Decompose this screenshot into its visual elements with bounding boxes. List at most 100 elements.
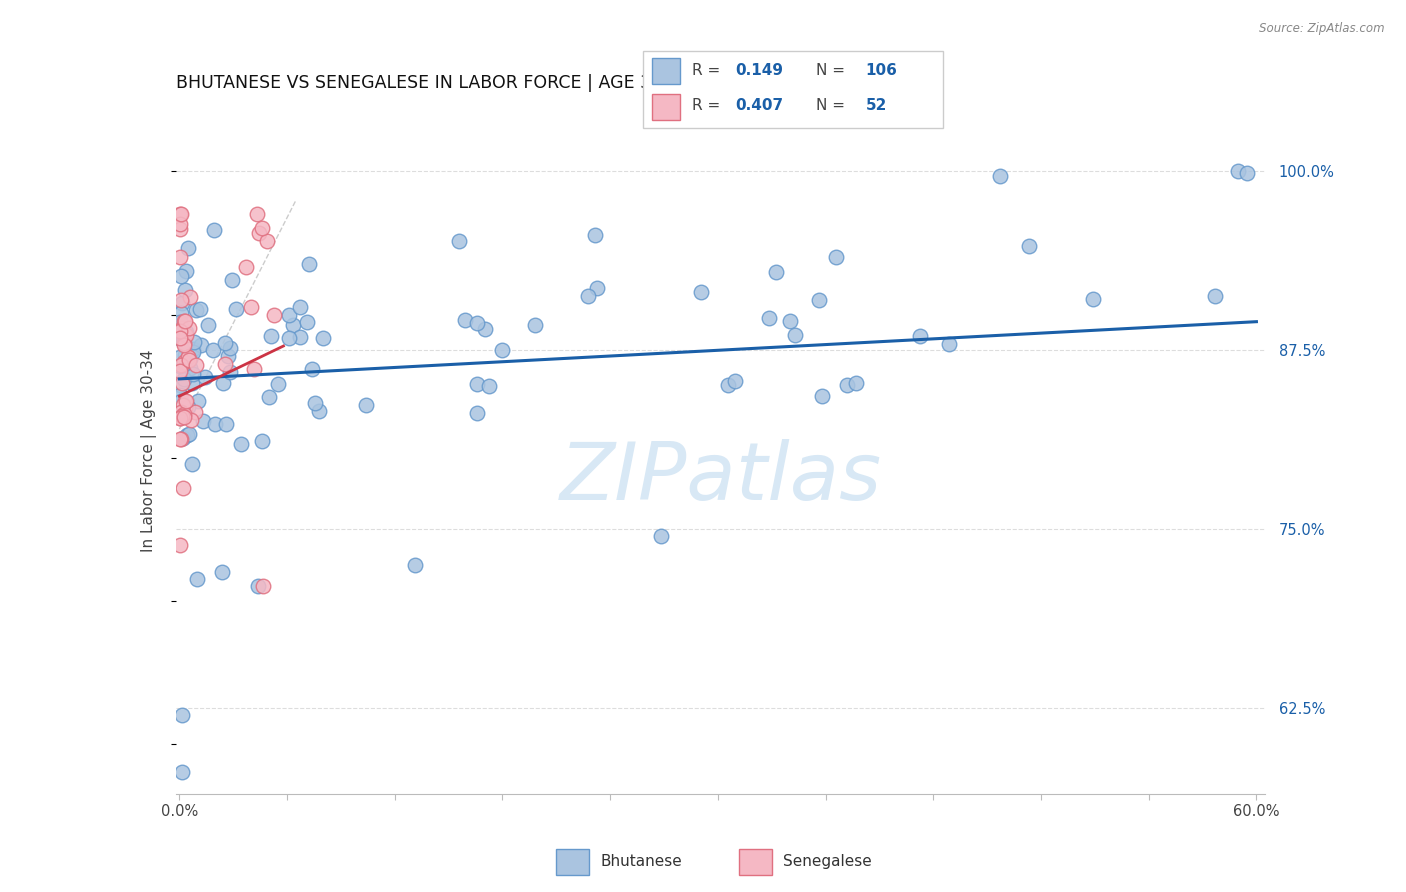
- Point: [169, 359, 191, 374]
- Point: [179, 352, 201, 367]
- Point: [225, 302, 247, 317]
- Point: [298, 256, 321, 270]
- Point: [173, 357, 195, 371]
- Point: [1236, 166, 1258, 180]
- Point: [169, 324, 191, 338]
- Point: [278, 331, 301, 345]
- Point: [181, 344, 204, 359]
- Text: R =: R =: [692, 98, 725, 113]
- Point: [170, 293, 193, 308]
- Point: [576, 289, 599, 303]
- Point: [250, 221, 273, 235]
- Point: [1227, 164, 1250, 178]
- Point: [181, 376, 204, 391]
- Point: [173, 348, 195, 362]
- Point: [214, 357, 236, 371]
- Point: [278, 308, 301, 322]
- Point: [295, 315, 318, 329]
- Point: [169, 331, 191, 345]
- Point: [758, 310, 780, 325]
- Point: [170, 765, 193, 780]
- Point: [174, 325, 197, 339]
- Point: [181, 457, 204, 471]
- Point: [586, 281, 609, 295]
- Point: [211, 376, 233, 391]
- Point: [172, 331, 194, 345]
- Text: 0.149: 0.149: [735, 62, 783, 78]
- Point: [173, 338, 195, 352]
- Text: 106: 106: [866, 62, 897, 78]
- Point: [170, 321, 193, 335]
- Point: [173, 409, 195, 424]
- Point: [177, 241, 200, 255]
- Point: [190, 338, 212, 352]
- Bar: [652, 58, 681, 84]
- Point: [404, 558, 426, 572]
- Point: [172, 334, 194, 348]
- Point: [214, 336, 236, 351]
- Point: [908, 329, 931, 343]
- Point: [187, 393, 209, 408]
- Point: [169, 250, 191, 264]
- Point: [174, 264, 197, 278]
- Point: [256, 815, 278, 830]
- Point: [174, 401, 197, 415]
- Point: [191, 414, 214, 428]
- Point: [172, 397, 194, 411]
- Point: [301, 362, 323, 376]
- Point: [173, 407, 195, 421]
- Point: [259, 329, 281, 343]
- Point: [247, 579, 270, 593]
- Point: [179, 290, 201, 304]
- Point: [174, 394, 197, 409]
- Point: [266, 377, 288, 392]
- Point: [779, 313, 801, 327]
- Text: N =: N =: [815, 98, 849, 113]
- Point: [311, 331, 333, 345]
- Point: [169, 432, 191, 446]
- Point: [465, 377, 488, 392]
- Point: [449, 234, 471, 248]
- Point: [229, 437, 252, 451]
- Point: [202, 343, 225, 358]
- Point: [1083, 293, 1105, 307]
- Point: [810, 389, 832, 403]
- Point: [290, 300, 312, 314]
- Point: [281, 318, 304, 332]
- Bar: [652, 94, 681, 120]
- Point: [176, 428, 198, 442]
- Point: [1204, 289, 1226, 303]
- Text: N =: N =: [815, 62, 849, 78]
- Point: [172, 409, 194, 423]
- Point: [173, 404, 195, 418]
- Point: [783, 328, 806, 343]
- Point: [197, 318, 219, 333]
- Point: [304, 396, 326, 410]
- Point: [454, 312, 477, 326]
- Point: [202, 223, 225, 237]
- Point: [465, 316, 488, 330]
- Point: [170, 432, 193, 446]
- Point: [724, 374, 747, 388]
- Point: [169, 350, 191, 364]
- Point: [170, 376, 193, 390]
- Point: [173, 335, 195, 350]
- Point: [170, 405, 193, 419]
- Point: [170, 393, 193, 408]
- Text: 0.407: 0.407: [735, 98, 783, 113]
- Point: [174, 328, 197, 343]
- Point: [181, 368, 204, 382]
- Point: [184, 405, 207, 419]
- Point: [186, 572, 208, 586]
- Point: [170, 306, 193, 320]
- Point: [218, 365, 240, 379]
- Point: [204, 417, 226, 431]
- Point: [174, 393, 197, 408]
- Point: [250, 434, 273, 448]
- Point: [169, 410, 191, 425]
- Point: [523, 318, 546, 332]
- Point: [219, 341, 242, 355]
- Point: [172, 481, 194, 495]
- Point: [474, 322, 496, 336]
- Point: [478, 379, 501, 393]
